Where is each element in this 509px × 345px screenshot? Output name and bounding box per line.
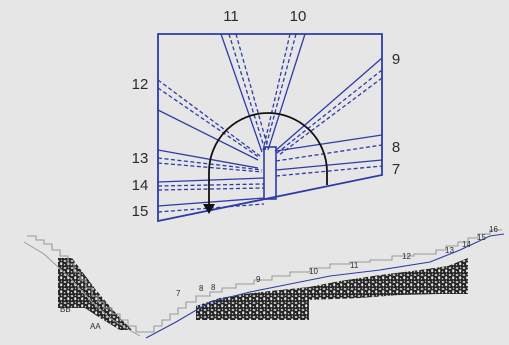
stair-plan: 11 10 9 12 8 13 7 14 15 — [132, 8, 400, 223]
section-mark-bb: BB — [60, 305, 71, 314]
plan-label-11: 11 — [223, 8, 239, 25]
plan-label-7: 7 — [392, 161, 400, 178]
right-flight-soffit — [145, 233, 505, 339]
floor-mass-2 — [309, 258, 468, 300]
plan-step-lines — [157, 33, 383, 213]
section-label-16: 16 — [489, 225, 498, 234]
arrow-head — [203, 204, 215, 214]
section-label-9: 9 — [256, 275, 261, 284]
plan-label-8: 8 — [392, 139, 400, 156]
section-label-7: 7 — [176, 289, 181, 298]
plan-label-13: 13 — [132, 150, 149, 167]
section-label-15: 15 — [477, 233, 486, 242]
plan-label-12: 12 — [132, 76, 149, 93]
section-mark-aa: AA — [90, 322, 101, 331]
section-label-12: 12 — [402, 252, 411, 261]
section-label-13: 13 — [445, 246, 454, 255]
right-flight-upper — [146, 229, 502, 333]
left-wall-mass — [58, 258, 132, 330]
floor-mass-1 — [196, 287, 309, 320]
section-label-11: 11 — [350, 261, 359, 270]
stair-section: 7 8 8 9 10 11 12 13 14 15 16 BB AA — [23, 225, 505, 339]
section-label-14: 14 — [462, 240, 471, 249]
newel-post — [263, 146, 277, 200]
left-flight-lower — [23, 241, 141, 337]
plan-outline — [157, 33, 383, 223]
section-label-8b: 8 — [211, 283, 216, 292]
walking-line-arrow — [208, 112, 328, 208]
plan-label-15: 15 — [132, 203, 149, 220]
section-label-8: 8 — [199, 284, 204, 293]
plan-label-14: 14 — [132, 177, 149, 194]
plan-label-10: 10 — [290, 8, 307, 25]
plan-label-9: 9 — [392, 51, 400, 68]
section-label-10: 10 — [309, 267, 318, 276]
left-flight-upper — [27, 235, 146, 333]
